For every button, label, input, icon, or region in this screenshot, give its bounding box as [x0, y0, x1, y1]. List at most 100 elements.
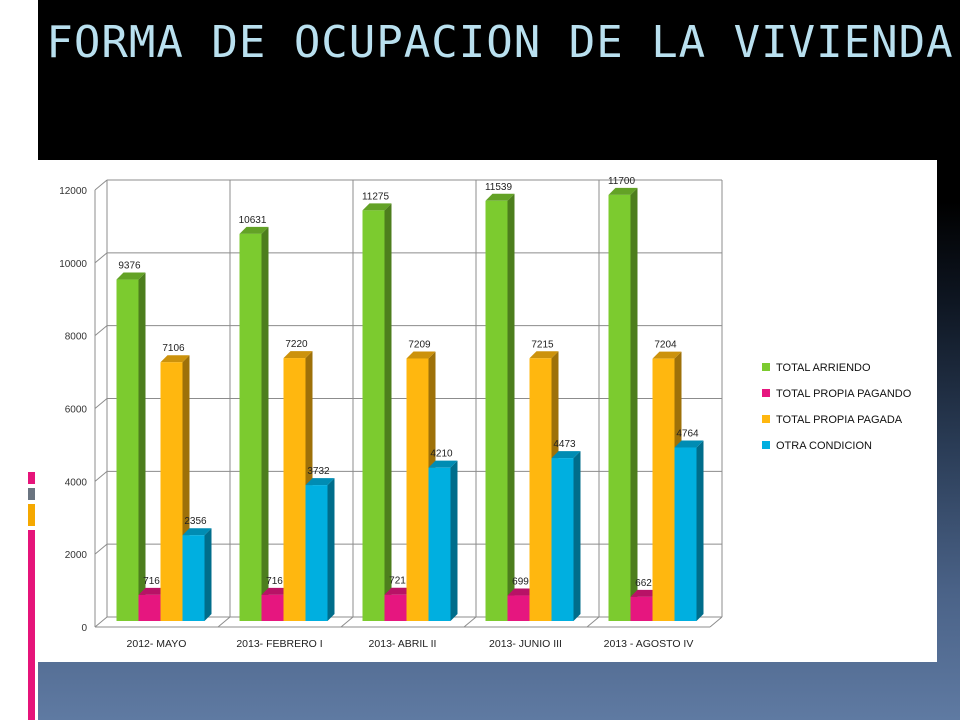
bar-top: [182, 528, 212, 536]
data-label: 4210: [430, 449, 453, 460]
accent-stripe-gray: [28, 488, 35, 500]
bar-top: [507, 588, 537, 596]
data-label: 716: [266, 576, 283, 587]
bar-top: [608, 187, 638, 195]
data-label: 7209: [408, 339, 431, 350]
bar-chart: 0 2000 4000 6000 8000 10000 12000 9376 716 7106 23…: [59, 176, 912, 650]
bar-side: [507, 193, 515, 621]
gridline-side: [94, 252, 108, 264]
category-divider-floor: [217, 616, 231, 628]
data-label: 7204: [654, 340, 677, 351]
x-tick-label: 2013 - AGOSTO IV: [604, 638, 694, 650]
bar-top: [529, 351, 559, 359]
accent-stripe-orange: [28, 504, 35, 526]
bar: [551, 458, 574, 621]
bar-top: [384, 587, 414, 595]
chart-area: 0 2000 4000 6000 8000 10000 12000 9376 716 7106 23…: [37, 160, 937, 662]
y-tick-label: 0: [81, 623, 87, 634]
bar: [305, 485, 328, 621]
gridline-side: [94, 616, 108, 628]
data-label: 11275: [362, 191, 390, 202]
bar-top: [406, 351, 436, 359]
bar-side: [450, 460, 458, 621]
bar-top: [283, 351, 313, 359]
data-label: 721: [389, 576, 406, 587]
x-tick-label: 2013- JUNIO III: [489, 638, 562, 650]
legend-swatch: [762, 363, 770, 371]
data-label: 9376: [118, 261, 141, 272]
bar: [261, 594, 284, 621]
legend-label: OTRA CONDICION: [776, 440, 872, 452]
legend-label: TOTAL ARRIENDO: [776, 362, 871, 374]
bar: [384, 594, 407, 621]
gridline-side: [94, 325, 108, 337]
data-label: 4764: [676, 429, 699, 440]
x-tick-label: 2012- MAYO: [127, 638, 187, 650]
bar: [485, 200, 508, 621]
bar-side: [204, 528, 212, 621]
bar: [608, 194, 631, 622]
accent-stripe-pink-top: [28, 472, 35, 484]
data-label: 7215: [531, 339, 554, 350]
data-label: 3732: [307, 466, 330, 477]
bar-side: [696, 440, 704, 621]
data-label: 7220: [285, 339, 308, 350]
bar: [529, 358, 552, 621]
y-tick-label: 10000: [59, 259, 87, 270]
bar: [428, 467, 451, 621]
bar-top: [485, 193, 515, 201]
bar-side: [138, 272, 146, 621]
bar-top: [160, 355, 190, 363]
bar-top: [138, 587, 168, 595]
data-label: 662: [635, 578, 652, 589]
y-tick-label: 6000: [65, 405, 88, 416]
data-label: 11539: [485, 182, 513, 193]
y-tick-label: 8000: [65, 332, 88, 343]
data-label: 7106: [162, 343, 185, 354]
bar-side: [630, 187, 638, 622]
slide-title: FORMA DE OCUPACION DE LA VIVIENDA: [46, 17, 954, 68]
bar: [630, 596, 653, 621]
y-tick-label: 4000: [65, 477, 88, 488]
category-divider-floor: [340, 616, 354, 628]
legend-label: TOTAL PROPIA PAGANDO: [776, 388, 912, 400]
category-divider-floor: [463, 616, 477, 628]
data-label: 2356: [184, 516, 207, 527]
legend-swatch: [762, 441, 770, 449]
bar: [160, 362, 183, 621]
bar-top: [261, 587, 291, 595]
y-tick-label: 2000: [65, 550, 88, 561]
accent-stripes: [28, 472, 35, 720]
bar: [138, 594, 161, 621]
floor-right-edge: [709, 616, 723, 628]
bar: [116, 279, 139, 621]
legend-swatch: [762, 415, 770, 423]
data-label: 10631: [239, 215, 267, 226]
gridline-side: [94, 543, 108, 555]
bar: [283, 358, 306, 621]
x-tick-label: 2013- FEBRERO I: [236, 638, 322, 650]
data-label: 716: [143, 576, 160, 587]
category-divider-floor: [586, 616, 600, 628]
bar-top: [305, 478, 335, 486]
bar: [652, 358, 675, 621]
bar-top: [652, 351, 682, 359]
legend-label: TOTAL PROPIA PAGADA: [776, 414, 903, 426]
bar-top: [362, 203, 392, 211]
bar: [182, 535, 205, 621]
bar: [507, 595, 530, 621]
bar-side: [384, 203, 392, 621]
gridline-side: [94, 398, 108, 409]
bar-top: [428, 460, 458, 468]
gridline-side: [94, 470, 108, 482]
y-tick-label: 12000: [59, 186, 87, 197]
bar-top: [674, 440, 704, 448]
bar-top: [116, 272, 146, 280]
legend-swatch: [762, 389, 770, 397]
data-label: 699: [512, 577, 529, 588]
data-label: 4473: [553, 439, 576, 450]
gridline-side: [94, 179, 108, 191]
accent-stripe-pink-long: [28, 530, 35, 720]
bar-side: [327, 478, 335, 621]
bar: [406, 358, 429, 621]
